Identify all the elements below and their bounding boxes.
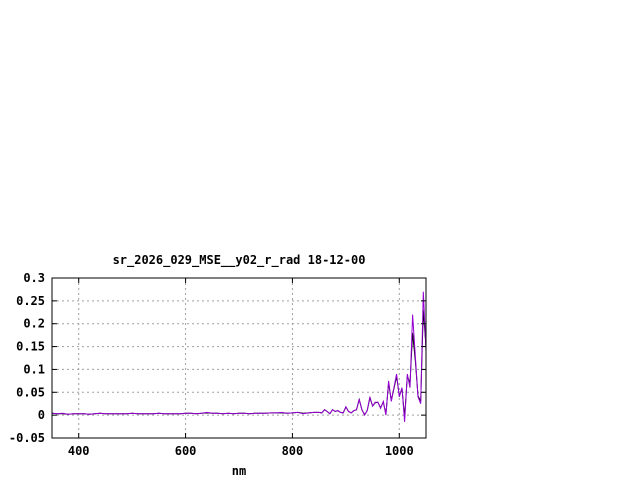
y-tick-label: 0.1	[23, 362, 45, 376]
plot-border	[51, 277, 427, 439]
series-group	[51, 291, 427, 423]
y-tick-label: -0.05	[9, 431, 45, 445]
series-line-1	[51, 291, 427, 423]
series-line-0	[51, 309, 427, 418]
grid	[52, 278, 426, 438]
chart-title: sr_2026_029_MSE__y02_r_rad 18-12-00	[113, 253, 366, 268]
x-axis: 400 600 800 1000	[68, 278, 414, 458]
x-tick-label: 800	[282, 444, 304, 458]
y-tick-label: 0	[38, 408, 45, 422]
y-tick-label: 0.25	[16, 294, 45, 308]
y-axis: -0.05 0 0.05 0.1 0.15 0.2 0.25 0.3	[9, 271, 426, 445]
x-axis-label: nm	[232, 464, 246, 478]
x-tick-label: 400	[68, 444, 90, 458]
y-tick-label: 0.3	[23, 271, 45, 285]
y-tick-label: 0.2	[23, 317, 45, 331]
y-tick-label: 0.15	[16, 340, 45, 354]
x-tick-label: 1000	[385, 444, 414, 458]
x-tick-label: 600	[175, 444, 197, 458]
y-tick-label: 0.05	[16, 385, 45, 399]
